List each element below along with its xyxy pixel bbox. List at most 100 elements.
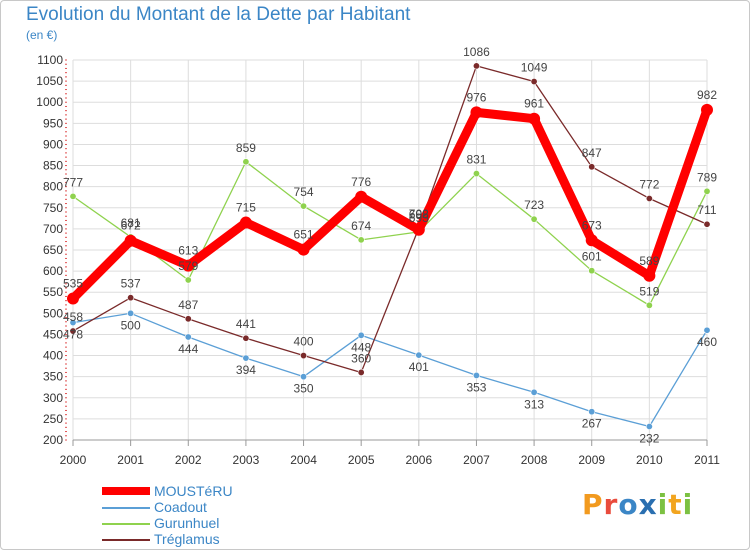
data-point <box>67 292 79 305</box>
data-point <box>415 351 423 359</box>
data-label: 589 <box>639 254 659 268</box>
proxiti-logo: Proxiti <box>582 488 694 521</box>
y-tick-label: 450 <box>43 327 63 341</box>
data-label: 776 <box>351 175 371 189</box>
data-label: 448 <box>351 340 371 354</box>
data-label: 232 <box>639 431 659 445</box>
data-label: 478 <box>63 328 83 342</box>
data-label: 976 <box>466 90 486 104</box>
y-tick-label: 650 <box>43 243 63 257</box>
chart-title: Evolution du Montant de la Dette par Hab… <box>26 4 411 25</box>
y-tick-label: 300 <box>43 391 63 405</box>
data-point <box>472 371 480 379</box>
data-label: 754 <box>294 185 314 199</box>
y-tick-label: 800 <box>43 180 63 194</box>
y-tick-label: 600 <box>43 264 63 278</box>
y-tick-label: 400 <box>43 349 63 363</box>
y-tick-label: 950 <box>43 116 63 130</box>
data-point <box>124 234 137 247</box>
data-label: 711 <box>697 203 716 217</box>
x-tick-label: 2005 <box>348 453 375 467</box>
x-tick-label: 2009 <box>578 453 605 467</box>
data-point <box>357 368 365 376</box>
data-point <box>357 331 365 339</box>
data-point <box>645 301 653 309</box>
data-point <box>357 236 365 244</box>
data-label: 859 <box>236 141 256 155</box>
legend-item: Tréglamus <box>102 531 322 548</box>
data-point <box>472 62 480 70</box>
data-point <box>127 309 135 317</box>
data-label: 458 <box>63 310 83 324</box>
data-point <box>184 276 192 284</box>
legend-swatch <box>102 487 150 495</box>
data-label: 681 <box>121 216 141 230</box>
y-tick-label: 250 <box>43 412 63 426</box>
data-label: 772 <box>639 177 659 191</box>
data-label: 313 <box>524 397 544 411</box>
data-point <box>184 333 192 341</box>
data-label: 831 <box>466 153 486 167</box>
x-tick-label: 2010 <box>636 453 663 467</box>
data-label: 601 <box>582 250 602 264</box>
legend-item: MOUSTéRU <box>102 483 322 500</box>
data-point <box>703 326 711 334</box>
series-line-Tréglamus <box>72 65 708 374</box>
y-tick-label: 900 <box>43 137 63 151</box>
data-label: 673 <box>582 218 602 232</box>
y-tick-label: 350 <box>43 370 63 384</box>
data-point <box>412 223 425 236</box>
data-point <box>703 187 711 195</box>
data-point <box>470 106 483 119</box>
data-point <box>588 163 596 171</box>
y-tick-label: 550 <box>43 285 63 299</box>
x-tick-label: 2007 <box>463 453 490 467</box>
legend-item: Coadout <box>102 499 322 516</box>
data-point <box>300 352 308 360</box>
data-label: 1049 <box>521 61 548 75</box>
data-label: 441 <box>236 317 256 331</box>
data-point <box>69 192 77 200</box>
data-point <box>239 216 252 229</box>
x-tick-label: 2008 <box>521 453 548 467</box>
y-tick-label: 1050 <box>36 74 63 88</box>
data-point <box>127 294 135 302</box>
data-label: 444 <box>178 342 198 356</box>
series-line-MOUSTéRU <box>68 105 712 304</box>
data-label: 500 <box>121 318 141 332</box>
data-point <box>645 194 653 202</box>
y-tick-label: 200 <box>43 433 63 447</box>
axes: 200 250 300 350 400 450 500 550 600 650 700 750 800 8… <box>36 53 720 467</box>
y-tick-label: 700 <box>43 222 63 236</box>
data-point <box>300 373 308 381</box>
data-point <box>355 190 368 203</box>
data-label: 394 <box>236 363 256 377</box>
data-point <box>530 388 538 396</box>
data-label: 487 <box>178 298 198 312</box>
data-label: 702 <box>409 207 429 221</box>
y-tick-label: 750 <box>43 201 63 215</box>
data-label: 353 <box>466 380 486 394</box>
x-tick-label: 2002 <box>175 453 202 467</box>
data-label: 698 <box>409 208 429 222</box>
data-label: 693 <box>409 211 429 225</box>
data-point <box>643 269 656 282</box>
legend-label: Tréglamus <box>154 531 220 547</box>
data-label: 982 <box>697 88 717 102</box>
data-label: 651 <box>294 228 314 242</box>
series-line-Gurunhuel <box>72 161 708 306</box>
y-tick-label: 500 <box>43 306 63 320</box>
data-point <box>703 220 711 228</box>
data-point <box>184 315 192 323</box>
data-label: 400 <box>294 335 314 349</box>
data-point <box>645 422 653 430</box>
data-label: 537 <box>121 277 141 291</box>
data-point <box>588 408 596 416</box>
data-label: 267 <box>582 417 602 431</box>
legend-label: Gurunhuel <box>154 515 220 531</box>
data-point <box>472 170 480 178</box>
data-label: 401 <box>409 360 429 374</box>
data-label: 535 <box>63 277 83 291</box>
data-point <box>242 354 250 362</box>
data-label: 674 <box>351 219 371 233</box>
